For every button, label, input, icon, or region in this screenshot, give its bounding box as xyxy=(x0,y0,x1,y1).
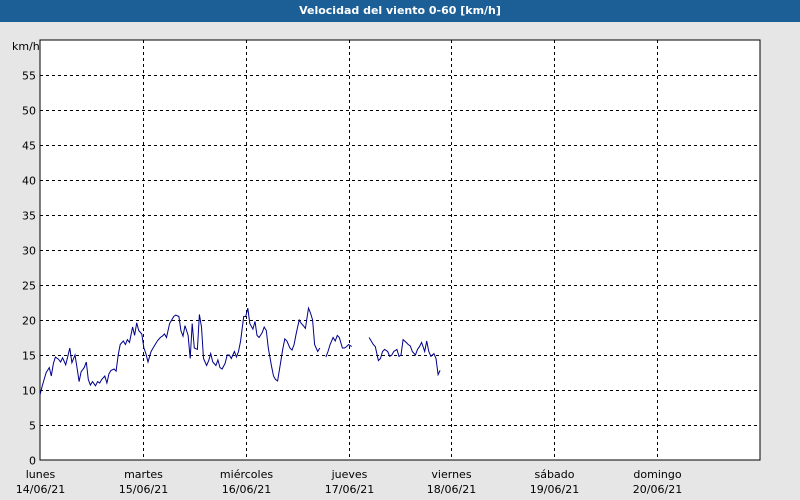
chart-title: Velocidad del viento 0-60 [km/h] xyxy=(0,0,800,22)
x-tick-day: jueves xyxy=(331,468,368,481)
y-tick-label: 55 xyxy=(22,70,36,83)
series-line-segment-2 xyxy=(325,334,352,358)
series-line-segment-1 xyxy=(39,306,321,396)
x-tick-date: 17/06/21 xyxy=(325,483,374,496)
x-tick-day: sábado xyxy=(535,468,575,481)
y-tick-label: 10 xyxy=(22,385,36,398)
x-tick-labels: lunes 14/06/21 martes 15/06/21 miércoles 16/0… xyxy=(16,468,682,496)
series-line-segment-3 xyxy=(368,337,441,377)
y-tick-label: 45 xyxy=(22,140,36,153)
wind-speed-chart: km/h 0 5 10 15 20 25 30 35 40 45 50 55 lunes 14/06/2… xyxy=(12,39,761,496)
x-tick-day: martes xyxy=(124,468,163,481)
x-tick-date: 14/06/21 xyxy=(16,483,65,496)
x-tick-day: lunes xyxy=(26,468,56,481)
y-tick-label: 35 xyxy=(22,210,36,223)
y-tick-labels: 0 5 10 15 20 25 30 35 40 45 50 55 xyxy=(22,70,36,468)
x-tick-day: viernes xyxy=(431,468,471,481)
x-tick-day: domingo xyxy=(633,468,681,481)
y-tick-label: 50 xyxy=(22,105,36,118)
y-tick-label: 15 xyxy=(22,350,36,363)
y-tick-label: 20 xyxy=(22,315,36,328)
x-tick-date: 19/06/21 xyxy=(530,483,579,496)
y-tick-label: 25 xyxy=(22,280,36,293)
x-tick-date: 15/06/21 xyxy=(119,483,168,496)
series-wind-speed xyxy=(39,306,441,396)
y-axis-unit: km/h xyxy=(12,40,40,53)
x-tick-date: 20/06/21 xyxy=(633,483,682,496)
y-tick-label: 40 xyxy=(22,175,36,188)
x-tick-day: miércoles xyxy=(220,468,273,481)
grid-lines xyxy=(40,40,760,460)
y-tick-label: 30 xyxy=(22,245,36,258)
x-tick-date: 16/06/21 xyxy=(222,483,271,496)
y-tick-label: 0 xyxy=(29,455,36,468)
y-tick-label: 5 xyxy=(29,420,36,433)
x-tick-date: 18/06/21 xyxy=(427,483,476,496)
